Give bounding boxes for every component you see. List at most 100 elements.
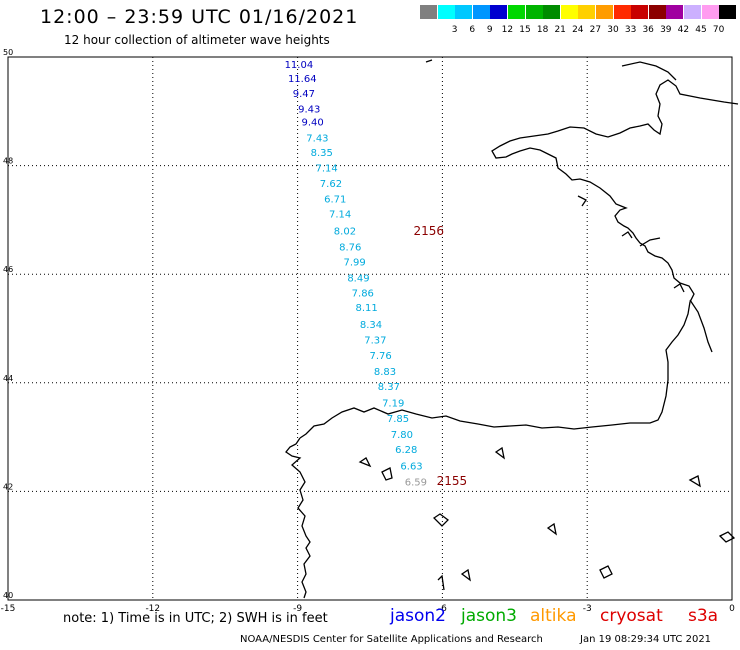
scale-swatch (719, 5, 737, 19)
y-tick-label: 50 (3, 48, 13, 57)
scale-label: 21 (554, 25, 566, 35)
coast-fragment-north (621, 61, 677, 81)
inland-lake (381, 467, 393, 481)
scale-swatch (437, 5, 455, 19)
scale-label: 70 (712, 25, 725, 35)
scale-swatch (525, 5, 543, 19)
scale-label: 39 (660, 25, 672, 35)
small-island (599, 565, 613, 579)
wave-reading: 7.14 (315, 164, 337, 175)
small-island (432, 513, 449, 527)
pass-labels: 2156 2155 (413, 224, 467, 488)
scale-swatch (578, 5, 596, 19)
wave-reading: 8.49 (347, 273, 369, 284)
wave-reading: 6.59 (405, 477, 427, 488)
gironde-estuary (689, 299, 713, 353)
wave-reading: 11.64 (288, 74, 317, 85)
wave-reading: 7.99 (343, 258, 365, 269)
wave-reading: 8.37 (378, 382, 400, 393)
small-island (621, 231, 633, 239)
coastline (285, 59, 739, 599)
wave-reading: 7.19 (382, 399, 404, 410)
wave-reading: 6.71 (324, 195, 346, 206)
scale-swatch (508, 5, 525, 19)
scale-label: 33 (624, 25, 637, 35)
inland-lake (358, 457, 372, 468)
scale-label: 42 (677, 25, 690, 35)
page-subtitle: 12 hour collection of altimeter wave hei… (64, 33, 330, 47)
y-tick-label: 42 (3, 482, 13, 491)
small-island (577, 195, 587, 207)
wave-reading: 9.43 (298, 104, 320, 115)
spain-france-coast (299, 79, 739, 439)
map-frame (7, 56, 733, 601)
wave-reading: 7.14 (329, 210, 351, 221)
scale-swatch (560, 5, 578, 19)
small-island (673, 283, 685, 293)
scale-label: 15 (519, 25, 531, 35)
wave-reading: 7.37 (364, 336, 386, 347)
wave-reading: 6.28 (395, 445, 417, 456)
sat-jason3: jason3 (461, 606, 517, 626)
note-text: note: 1) Time is in UTC; 2) SWH is in fe… (63, 611, 328, 626)
scale-label: 9 (486, 25, 493, 35)
scale-swatch (648, 5, 666, 19)
x-tick-label: -6 (438, 604, 447, 614)
wave-reading: 9.47 (293, 89, 315, 100)
y-tick-label: 40 (3, 591, 13, 600)
sat-cryosat: cryosat (600, 606, 663, 626)
credit-text: NOAA/NESDIS Center for Satellite Applica… (240, 634, 543, 645)
inland-lake (460, 568, 471, 582)
scale-label: 27 (589, 25, 602, 35)
inland-lake (437, 574, 445, 591)
y-tick-label: 46 (3, 265, 13, 274)
scale-label: 36 (642, 25, 654, 35)
scale-label: 30 (607, 25, 619, 35)
scale-swatch (455, 5, 473, 19)
scale-swatch (631, 5, 649, 19)
inland-lake (688, 475, 701, 488)
x-tick-label: -12 (145, 604, 160, 614)
x-tick-label: -3 (583, 604, 592, 614)
wave-reading: 8.34 (360, 320, 382, 331)
map-grid: -15 -12 -9 -6 -3 0 50 48 46 44 42 40 (1, 48, 735, 614)
sat-jason2: jason2 (390, 606, 446, 626)
wave-reading: 7.43 (306, 134, 328, 145)
x-tick-label: -9 (293, 604, 302, 614)
small-island (718, 531, 736, 543)
wave-reading: 6.63 (400, 462, 422, 473)
wave-reading: 7.62 (320, 179, 342, 190)
wave-reading: 7.76 (370, 351, 392, 362)
scale-label: 18 (536, 25, 549, 35)
sat-altika: altika (530, 606, 577, 626)
scale-swatch (596, 5, 613, 19)
scale-swatch (613, 5, 631, 19)
wave-readings: 11.04 11.64 9.47 9.43 9.40 7.43 8.35 7.14 7.62 6.… (285, 60, 427, 489)
wave-reading: 8.35 (311, 148, 333, 159)
wave-reading: 7.80 (391, 430, 413, 441)
galicia-coast (285, 437, 311, 599)
sat-s3a: s3a (688, 606, 719, 626)
scale-label: 3 (451, 25, 458, 35)
scale-label: 45 (695, 25, 707, 35)
wave-reading: 9.40 (301, 117, 323, 128)
scale-swatch (684, 5, 701, 19)
scale-swatch (701, 5, 719, 19)
x-tick-label: 0 (729, 604, 735, 614)
scale-swatch (490, 5, 508, 19)
inland-lake (425, 59, 433, 63)
wave-reading: 8.02 (334, 227, 356, 238)
scale-swatch (666, 5, 684, 19)
wave-reading: 8.83 (374, 367, 396, 378)
wave-reading: 7.86 (352, 288, 374, 299)
loire-estuary (639, 237, 661, 247)
pass-label: 2155 (437, 474, 468, 488)
scale-label: 24 (572, 25, 584, 35)
wave-reading: 7.85 (387, 414, 409, 425)
timestamp-text: Jan 19 08:29:34 UTC 2021 (580, 634, 712, 645)
scale-label: 6 (469, 25, 476, 35)
y-tick-label: 44 (3, 374, 13, 383)
scale-swatch (472, 5, 490, 19)
x-tick-label: -15 (1, 604, 16, 614)
